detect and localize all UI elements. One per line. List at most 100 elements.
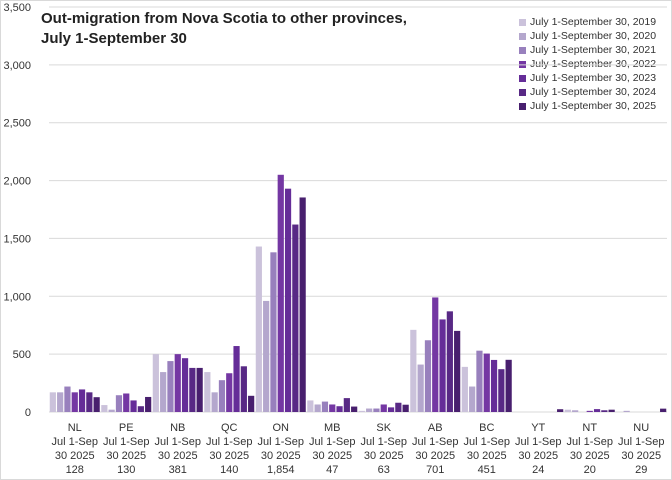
bar	[329, 404, 336, 412]
x-category-label: AB	[428, 422, 443, 434]
x-sublabel: Jul 1-Sep	[258, 436, 304, 448]
bar	[240, 366, 247, 412]
bar	[57, 392, 64, 412]
y-tick-label: 0	[25, 407, 31, 419]
bar	[410, 329, 417, 412]
y-tick-label: 3,500	[3, 2, 31, 14]
bar	[211, 392, 218, 412]
bar	[226, 373, 233, 412]
bar	[299, 197, 306, 412]
legend-swatch	[519, 18, 526, 26]
legend-item: July 1-September 30, 2023	[519, 71, 656, 85]
x-sublabel: 30 2025	[518, 450, 558, 462]
bar	[469, 386, 476, 412]
bar	[86, 392, 93, 412]
bar	[402, 404, 409, 412]
bar	[233, 346, 240, 412]
bar	[601, 410, 608, 412]
x-value-label: 1,854	[267, 464, 295, 476]
x-sublabel: Jul 1-Sep	[361, 436, 407, 448]
bar	[395, 402, 402, 412]
bar	[292, 224, 299, 412]
bar	[586, 410, 593, 412]
bar	[307, 400, 314, 412]
x-category-label: NL	[68, 422, 82, 434]
bar	[204, 372, 211, 412]
bar	[115, 395, 123, 412]
bar	[314, 404, 321, 412]
x-sublabel: Jul 1-Sep	[618, 436, 664, 448]
bar	[189, 367, 196, 412]
bar	[248, 395, 255, 412]
legend-swatch	[519, 32, 526, 40]
x-category-label: QC	[221, 422, 238, 434]
legend-swatch	[519, 60, 526, 68]
x-sublabel: 30 2025	[55, 450, 95, 462]
legend-swatch	[519, 46, 526, 54]
bar	[461, 366, 468, 412]
x-sublabel: 30 2025	[106, 450, 146, 462]
legend-item: July 1-September 30, 2021	[519, 43, 656, 57]
bar	[660, 408, 667, 412]
x-value-label: 701	[426, 464, 444, 476]
bar	[593, 409, 601, 412]
x-value-label: 47	[326, 464, 338, 476]
x-sublabel: Jul 1-Sep	[155, 436, 201, 448]
bar	[498, 369, 505, 412]
bar	[557, 409, 564, 412]
bar	[505, 359, 512, 412]
legend-label: July 1-September 30, 2022	[530, 58, 657, 70]
bar	[218, 380, 226, 412]
bar	[71, 392, 78, 412]
chart-title: Out-migration from Nova Scotia to other …	[41, 10, 407, 47]
x-category-label: NT	[582, 422, 597, 434]
bar	[93, 397, 100, 412]
x-sublabel: 30 2025	[364, 450, 404, 462]
bar	[78, 389, 86, 412]
bar	[446, 311, 453, 412]
y-tick-label: 3,000	[3, 60, 31, 72]
x-value-label: 128	[66, 464, 84, 476]
x-value-label: 451	[478, 464, 496, 476]
x-value-label: 29	[635, 464, 647, 476]
bar	[366, 408, 373, 412]
bar	[358, 410, 365, 412]
x-sublabel: 30 2025	[209, 450, 249, 462]
x-value-label: 381	[169, 464, 187, 476]
x-category-label: ON	[273, 422, 290, 434]
x-sublabel: 30 2025	[415, 450, 455, 462]
x-sublabel: Jul 1-Sep	[52, 436, 98, 448]
x-category-label: YT	[531, 422, 545, 434]
bar	[373, 408, 380, 412]
x-sublabel: Jul 1-Sep	[515, 436, 561, 448]
x-value-label: 140	[220, 464, 238, 476]
bar	[196, 367, 203, 412]
x-category-label: NB	[170, 422, 185, 434]
bar	[64, 386, 71, 412]
bar	[572, 410, 579, 412]
bar	[130, 400, 137, 412]
bar	[476, 350, 483, 412]
y-tick-label: 500	[13, 349, 31, 361]
x-sublabel: Jul 1-Sep	[206, 436, 252, 448]
x-sublabel: Jul 1-Sep	[464, 436, 510, 448]
bar	[123, 393, 130, 412]
legend-label: July 1-September 30, 2019	[530, 16, 657, 28]
x-value-label: 20	[584, 464, 596, 476]
x-value-label: 63	[378, 464, 390, 476]
bar	[343, 398, 350, 412]
x-category-label: SK	[376, 422, 391, 434]
bar	[145, 396, 152, 412]
x-category-label: BC	[479, 422, 494, 434]
x-sublabel: Jul 1-Sep	[412, 436, 458, 448]
bar	[255, 246, 262, 412]
legend-label: July 1-September 30, 2024	[530, 86, 657, 98]
legend-item: July 1-September 30, 2020	[519, 29, 656, 43]
bar	[336, 406, 343, 412]
bar	[417, 364, 424, 412]
x-category-label: NU	[633, 422, 649, 434]
bar	[351, 406, 358, 412]
legend-label: July 1-September 30, 2020	[530, 30, 657, 42]
